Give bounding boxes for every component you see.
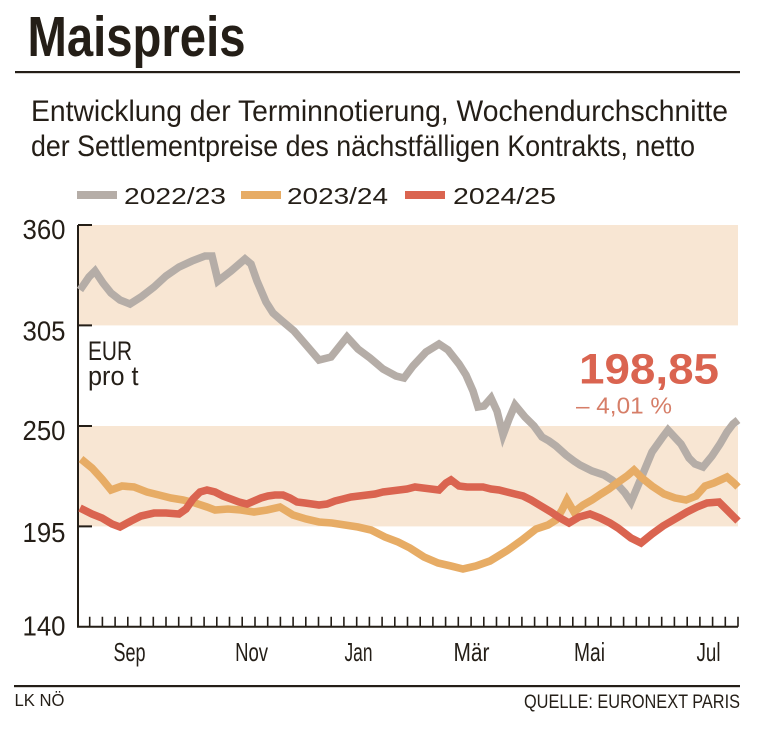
svg-text:360: 360 — [23, 214, 66, 245]
svg-text:250: 250 — [23, 415, 66, 446]
svg-text:Entwicklung der Terminnotierun: Entwicklung der Terminnotierung, Wochend… — [31, 95, 728, 128]
svg-text:QUELLE: EURONEXT PARIS: QUELLE: EURONEXT PARIS — [524, 692, 740, 713]
svg-text:EUR: EUR — [88, 336, 132, 366]
svg-text:Nov: Nov — [235, 637, 268, 667]
svg-text:pro t: pro t — [88, 361, 139, 391]
svg-text:140: 140 — [23, 611, 66, 642]
svg-text:LK NÖ: LK NÖ — [15, 690, 65, 710]
svg-text:Jan: Jan — [345, 637, 373, 667]
svg-text:Mai: Mai — [574, 637, 605, 667]
svg-text:2022/23: 2022/23 — [124, 183, 226, 209]
svg-text:Mär: Mär — [454, 637, 490, 667]
svg-text:der Settlementpreise des nächs: der Settlementpreise des nächstfälligen … — [31, 130, 695, 163]
svg-text:2024/25: 2024/25 — [453, 183, 556, 209]
svg-text:– 4,01 %: – 4,01 % — [576, 393, 672, 419]
svg-text:2023/24: 2023/24 — [287, 183, 388, 209]
svg-text:Sep: Sep — [114, 637, 146, 667]
svg-text:Jul: Jul — [697, 637, 721, 667]
svg-text:305: 305 — [23, 316, 66, 347]
svg-text:198,85: 198,85 — [579, 346, 719, 394]
svg-text:Maispreis: Maispreis — [28, 5, 246, 69]
svg-text:195: 195 — [23, 517, 66, 548]
